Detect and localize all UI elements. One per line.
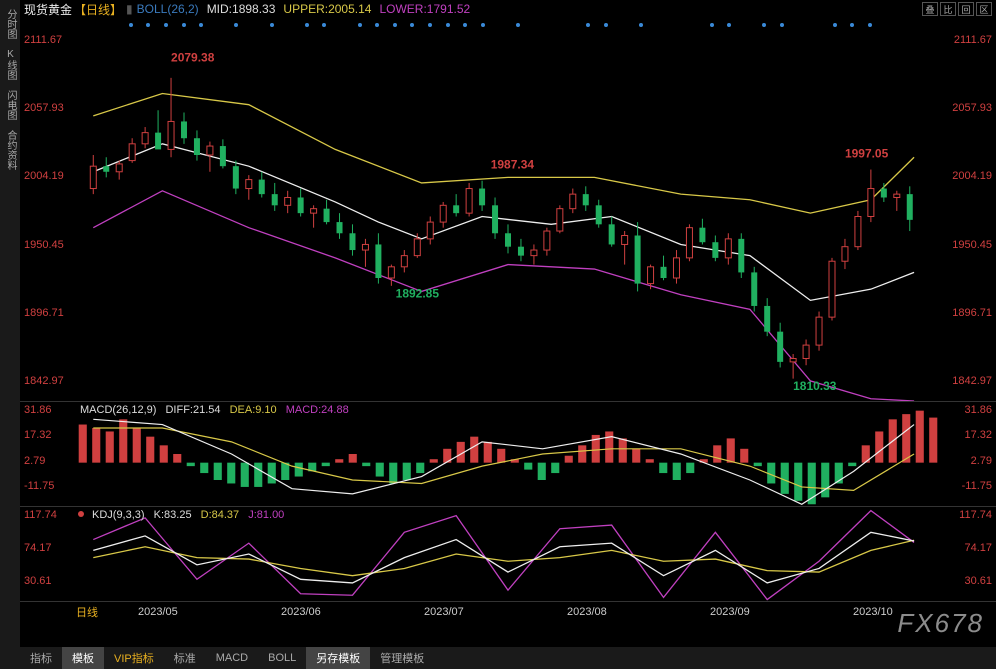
event-dot-icon[interactable] bbox=[199, 23, 203, 27]
title-bar: 现货黄金 【日线】 ▮ BOLL(26,2) MID:1898.33 UPPER… bbox=[20, 0, 996, 18]
bottom-tab[interactable]: 模板 bbox=[62, 647, 104, 669]
x-tick: 2023/05 bbox=[138, 606, 281, 618]
toolbar-icon[interactable]: 叠 bbox=[922, 2, 938, 16]
macd-header: MACD(26,12,9) DIFF:21.54 DEA:9.10 MACD:2… bbox=[80, 404, 355, 416]
event-dot-icon[interactable] bbox=[428, 23, 432, 27]
event-dots-row bbox=[20, 18, 996, 32]
svg-text:2079.38: 2079.38 bbox=[171, 51, 215, 65]
chart-area: 2111.672057.932004.191950.451896.711842.… bbox=[20, 32, 996, 647]
x-tick: 2023/06 bbox=[281, 606, 424, 618]
event-dot-icon[interactable] bbox=[393, 23, 397, 27]
event-dot-icon[interactable] bbox=[234, 23, 238, 27]
period-label: 【日线】 bbox=[74, 1, 122, 18]
event-dot-icon[interactable] bbox=[305, 23, 309, 27]
toolbar-icon[interactable]: 回 bbox=[958, 2, 974, 16]
sidebar-tab-kline[interactable]: K线图 bbox=[3, 49, 17, 80]
boll-mid: MID:1898.33 bbox=[207, 2, 276, 16]
event-dot-icon[interactable] bbox=[481, 23, 485, 27]
macd-panel[interactable]: MACD(26,12,9) DIFF:21.54 DEA:9.10 MACD:2… bbox=[20, 402, 996, 507]
toolbar-icon[interactable]: 区 bbox=[976, 2, 992, 16]
x-current-label: 日线 bbox=[76, 604, 98, 620]
bottom-tab[interactable]: 另存模板 bbox=[306, 647, 370, 669]
event-dot-icon[interactable] bbox=[868, 23, 872, 27]
svg-text:1810.33: 1810.33 bbox=[793, 379, 837, 393]
bottom-tab[interactable]: BOLL bbox=[258, 649, 306, 667]
kdj-header: KDJ(9,3,3) K:83.25 D:84.37 J:81.00 bbox=[92, 509, 290, 521]
bottom-tab[interactable]: VIP指标 bbox=[104, 647, 164, 669]
event-dot-icon[interactable] bbox=[780, 23, 784, 27]
sidebar-tab-flash[interactable]: 闪电图 bbox=[3, 90, 17, 120]
macd-chart[interactable] bbox=[76, 402, 940, 506]
event-dot-icon[interactable] bbox=[639, 23, 643, 27]
event-dot-icon[interactable] bbox=[375, 23, 379, 27]
boll-label: BOLL(26,2) bbox=[137, 2, 199, 16]
bottom-tab[interactable]: 指标 bbox=[20, 647, 62, 669]
main-price-panel[interactable]: 2111.672057.932004.191950.451896.711842.… bbox=[20, 32, 996, 402]
event-dot-icon[interactable] bbox=[727, 23, 731, 27]
event-dot-icon[interactable] bbox=[762, 23, 766, 27]
macd-y-left: 31.8617.322.79-11.75 bbox=[24, 402, 76, 506]
bottom-tab[interactable]: 管理模板 bbox=[370, 647, 434, 669]
event-dot-icon[interactable] bbox=[604, 23, 608, 27]
event-dot-icon[interactable] bbox=[358, 23, 362, 27]
bottom-tabs: 指标模板VIP指标标准MACDBOLL另存模板管理模板 bbox=[20, 647, 996, 669]
boll-upper: UPPER:2005.14 bbox=[283, 2, 371, 16]
x-tick: 2023/07 bbox=[424, 606, 567, 618]
event-dot-icon[interactable] bbox=[710, 23, 714, 27]
event-dot-icon[interactable] bbox=[322, 23, 326, 27]
y-axis-left: 2111.672057.932004.191950.451896.711842.… bbox=[24, 32, 76, 401]
x-tick: 2023/10 bbox=[853, 606, 996, 618]
event-dot-icon[interactable] bbox=[586, 23, 590, 27]
kdj-chart[interactable] bbox=[76, 507, 940, 601]
bottom-tab[interactable]: MACD bbox=[206, 649, 258, 667]
svg-text:1892.85: 1892.85 bbox=[396, 287, 440, 301]
macd-y-right: 31.8617.322.79-11.75 bbox=[940, 402, 992, 506]
event-dot-icon[interactable] bbox=[164, 23, 168, 27]
kdj-y-right: 117.7474.1730.61 bbox=[940, 507, 992, 601]
event-dot-icon[interactable] bbox=[850, 23, 854, 27]
left-sidebar: 分时图 K线图 闪电图 合约资料 bbox=[0, 0, 20, 669]
event-dot-icon[interactable] bbox=[270, 23, 274, 27]
event-dot-icon[interactable] bbox=[182, 23, 186, 27]
event-dot-icon[interactable] bbox=[463, 23, 467, 27]
toolbar-icon[interactable]: 比 bbox=[940, 2, 956, 16]
x-axis: 日线 2023/05 2023/06 2023/07 2023/08 2023/… bbox=[20, 602, 996, 622]
kdj-y-left: 117.7474.1730.61 bbox=[24, 507, 76, 601]
bottom-tab[interactable]: 标准 bbox=[164, 647, 206, 669]
event-dot-icon[interactable] bbox=[410, 23, 414, 27]
svg-text:1987.34: 1987.34 bbox=[491, 158, 535, 172]
kdj-panel[interactable]: KDJ(9,3,3) K:83.25 D:84.37 J:81.00 117.7… bbox=[20, 507, 996, 602]
event-dot-icon[interactable] bbox=[129, 23, 133, 27]
sidebar-tab-timeshare[interactable]: 分时图 bbox=[3, 9, 17, 39]
event-dot-icon[interactable] bbox=[146, 23, 150, 27]
boll-lower: LOWER:1791.52 bbox=[379, 2, 470, 16]
candlestick-chart[interactable]: 2079.38 1987.34 1997.05 1892.85 1810.33 bbox=[76, 32, 940, 401]
svg-text:1997.05: 1997.05 bbox=[845, 146, 889, 160]
instrument-name: 现货黄金 bbox=[24, 1, 72, 18]
x-tick: 2023/08 bbox=[567, 606, 710, 618]
sidebar-tab-contract[interactable]: 合约资料 bbox=[3, 130, 17, 170]
top-icons: 叠比回区 bbox=[922, 2, 992, 16]
event-dot-icon[interactable] bbox=[833, 23, 837, 27]
x-tick: 2023/09 bbox=[710, 606, 853, 618]
event-dot-icon[interactable] bbox=[446, 23, 450, 27]
event-dot-icon[interactable] bbox=[516, 23, 520, 27]
y-axis-right: 2111.672057.932004.191950.451896.711842.… bbox=[940, 32, 992, 401]
